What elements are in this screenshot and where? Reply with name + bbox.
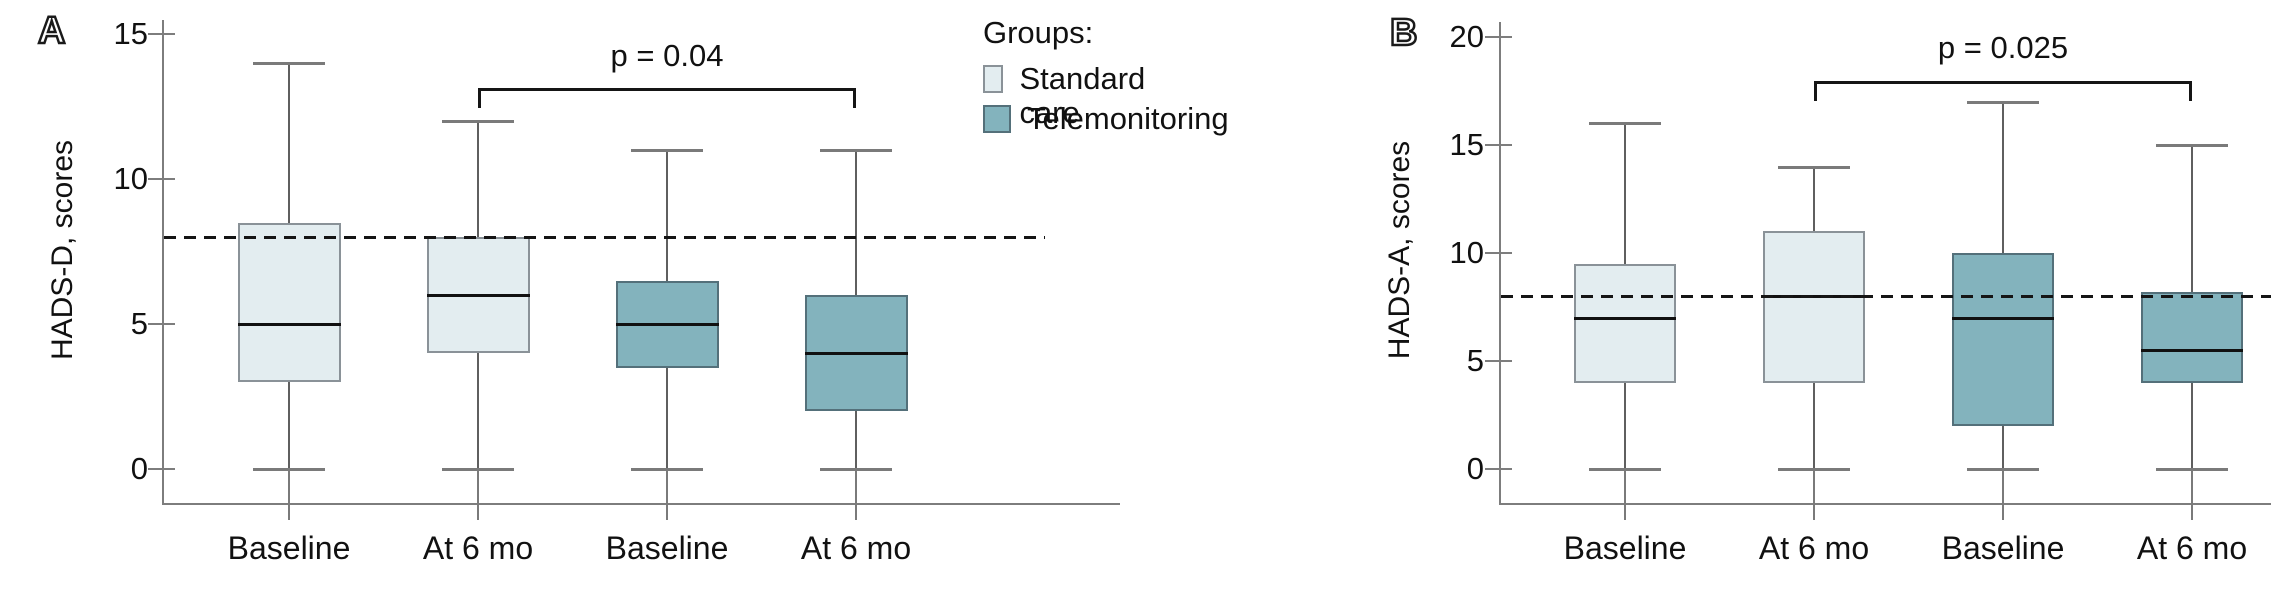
- whisker-cap-max: [253, 62, 325, 65]
- whisker-cap-max: [1589, 122, 1661, 126]
- legend-item-label: Telemonitoring: [1027, 101, 1229, 136]
- y-axis-tick: [1485, 36, 1512, 38]
- x-axis-spine: [162, 503, 1120, 505]
- x-axis-tick: [855, 470, 857, 520]
- y-axis-tick: [148, 33, 175, 35]
- x-category-label: At 6 mo: [2136, 530, 2248, 566]
- legend-title: Groups:: [983, 15, 1094, 50]
- y-tick-label: 0: [1466, 451, 1484, 486]
- y-axis-spine: [162, 20, 164, 505]
- y-tick-label: 15: [113, 16, 148, 51]
- box-telemonitoring: [2141, 291, 2243, 383]
- significance-bracket: [478, 88, 856, 91]
- telemonitoring-swatch-icon: [983, 105, 1011, 133]
- y-tick-label: 5: [1466, 343, 1484, 378]
- y-tick-label: 20: [1449, 19, 1484, 54]
- median-line: [237, 323, 341, 326]
- median-line: [804, 352, 908, 355]
- whisker-cap-min: [820, 468, 892, 471]
- median-line: [2141, 349, 2243, 353]
- median-line: [1952, 316, 2054, 320]
- significance-bracket-end-left: [1814, 81, 1817, 101]
- whisker-cap-min: [631, 468, 703, 471]
- x-category-label: Baseline: [1941, 530, 2065, 566]
- x-category-label: At 6 mo: [1758, 530, 1870, 566]
- x-category-label: At 6 mo: [800, 530, 912, 566]
- x-axis-tick: [666, 470, 668, 520]
- whisker-cap-max: [2156, 144, 2228, 147]
- y-axis-tick: [1485, 468, 1512, 470]
- whisker-cap-max: [1778, 165, 1850, 169]
- x-category-label: Baseline: [1563, 530, 1687, 566]
- x-axis-tick: [1813, 470, 1815, 520]
- whisker-cap-max: [1967, 100, 2039, 104]
- significance-bracket-end-right: [853, 88, 856, 108]
- significance-bracket: [1814, 81, 2192, 84]
- y-tick-label: 10: [113, 161, 148, 196]
- x-axis-tick: [1624, 470, 1626, 520]
- whisker-cap-min: [1967, 468, 2039, 471]
- whisker-cap-min: [1778, 468, 1850, 471]
- median-line: [426, 294, 530, 297]
- y-axis-tick: [148, 468, 175, 470]
- legend-item-standard-care: Standard care: [983, 61, 1153, 130]
- whisker-cap-min: [1589, 468, 1661, 471]
- x-category-label: Baseline: [227, 530, 351, 566]
- significance-bracket-end-left: [478, 88, 481, 108]
- x-axis-tick: [2191, 470, 2193, 520]
- median-line: [1574, 316, 1676, 320]
- significance-bracket-end-right: [2189, 81, 2192, 101]
- y-axis-title: HADS-D, scores: [46, 139, 79, 361]
- box-standard-care: [1763, 231, 1865, 383]
- whisker-cap-min: [442, 468, 514, 471]
- whisker-cap-min: [253, 468, 325, 471]
- cutoff-dashed-line: [164, 236, 1045, 239]
- y-tick-label: 15: [1449, 127, 1484, 162]
- p-value-label: p = 0.025: [1937, 30, 2069, 65]
- x-axis-tick: [288, 470, 290, 520]
- x-axis-spine: [1499, 503, 2271, 505]
- x-axis-tick: [2002, 470, 2004, 520]
- legend-item-telemonitoring: Telemonitoring: [983, 102, 1229, 136]
- legend-item-label: Standard care: [1019, 61, 1146, 130]
- x-axis-tick: [477, 470, 479, 520]
- median-line: [615, 323, 719, 326]
- p-value-label: p = 0.04: [610, 38, 724, 73]
- y-axis-title: HADS-A, scores: [1383, 140, 1416, 360]
- legend: Groups: Standard care Telemonitoring: [983, 14, 1229, 136]
- y-axis-tick: [148, 323, 175, 325]
- x-category-label: At 6 mo: [422, 530, 534, 566]
- y-axis-tick: [1485, 144, 1512, 146]
- y-tick-label: 5: [130, 306, 148, 341]
- whisker-cap-max: [631, 149, 703, 152]
- y-axis-spine: [1499, 22, 1501, 505]
- box-telemonitoring: [1952, 253, 2054, 426]
- panel-letter: B: [1389, 11, 1419, 56]
- box-standard-care: [1574, 263, 1676, 383]
- y-tick-label: 10: [1449, 235, 1484, 270]
- y-tick-label: 0: [130, 451, 148, 486]
- whisker-cap-max: [442, 120, 514, 123]
- whisker-cap-max: [820, 149, 892, 152]
- y-axis-tick: [148, 178, 175, 180]
- whisker-cap-min: [2156, 468, 2228, 471]
- cutoff-dashed-line: [1501, 295, 2271, 299]
- x-category-label: Baseline: [605, 530, 729, 566]
- y-axis-tick: [1485, 252, 1512, 254]
- panel-letter: A: [37, 9, 67, 54]
- standard-care-swatch-icon: [983, 65, 1004, 93]
- box-standard-care: [237, 222, 341, 382]
- y-axis-tick: [1485, 360, 1512, 362]
